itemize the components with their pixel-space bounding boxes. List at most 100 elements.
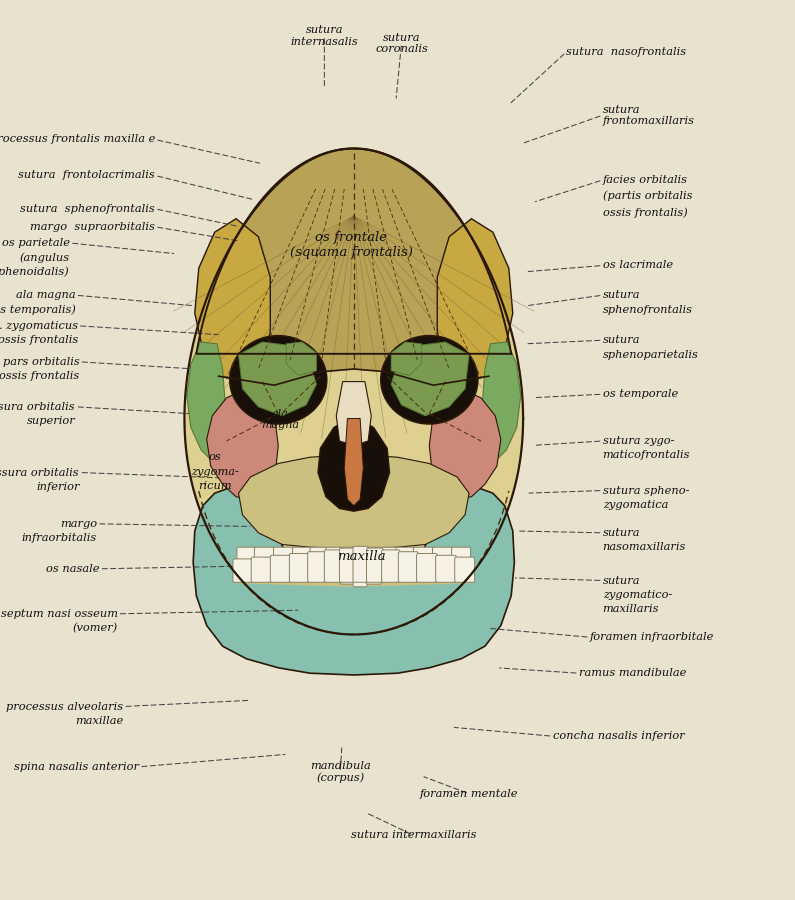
Text: sutura: sutura bbox=[603, 290, 640, 301]
FancyBboxPatch shape bbox=[417, 554, 437, 582]
Text: fissura orbitalis: fissura orbitalis bbox=[0, 467, 80, 478]
FancyBboxPatch shape bbox=[455, 557, 475, 582]
FancyBboxPatch shape bbox=[273, 547, 294, 573]
Text: foramen infraorbitale: foramen infraorbitale bbox=[590, 632, 714, 643]
Text: processus alveolaris: processus alveolaris bbox=[6, 701, 123, 712]
PathPatch shape bbox=[391, 342, 421, 375]
FancyBboxPatch shape bbox=[310, 547, 328, 579]
Text: os nasale: os nasale bbox=[46, 563, 99, 574]
Text: inferior: inferior bbox=[36, 482, 80, 492]
FancyBboxPatch shape bbox=[380, 547, 398, 581]
PathPatch shape bbox=[286, 342, 316, 375]
PathPatch shape bbox=[187, 342, 228, 464]
PathPatch shape bbox=[235, 549, 473, 587]
Text: os frontale
(squama frontalis): os frontale (squama frontalis) bbox=[290, 230, 413, 259]
PathPatch shape bbox=[207, 382, 278, 500]
Text: ramus mandibulae: ramus mandibulae bbox=[579, 668, 686, 679]
Text: sphenoparietalis: sphenoparietalis bbox=[603, 349, 699, 360]
FancyBboxPatch shape bbox=[398, 552, 418, 582]
Text: sutura
frontomaxillaris: sutura frontomaxillaris bbox=[603, 104, 695, 126]
Text: proc. zygomaticus: proc. zygomaticus bbox=[0, 320, 78, 331]
Text: zygoma-: zygoma- bbox=[191, 466, 238, 477]
Text: maxillae: maxillae bbox=[75, 716, 123, 726]
Text: ossis frontalis: ossis frontalis bbox=[0, 335, 78, 346]
FancyBboxPatch shape bbox=[382, 550, 400, 582]
FancyBboxPatch shape bbox=[436, 555, 456, 582]
FancyBboxPatch shape bbox=[237, 547, 256, 568]
Text: sutura: sutura bbox=[603, 527, 640, 538]
FancyBboxPatch shape bbox=[233, 559, 253, 582]
Text: margo: margo bbox=[60, 518, 97, 529]
Ellipse shape bbox=[230, 336, 327, 424]
PathPatch shape bbox=[429, 382, 501, 500]
Text: os lacrimale: os lacrimale bbox=[603, 260, 673, 271]
Text: processus frontalis maxilla e: processus frontalis maxilla e bbox=[0, 134, 155, 145]
FancyBboxPatch shape bbox=[353, 546, 368, 582]
Text: (partis orbitalis: (partis orbitalis bbox=[603, 191, 692, 202]
PathPatch shape bbox=[238, 342, 316, 416]
FancyBboxPatch shape bbox=[452, 547, 471, 571]
Text: septum nasi osseum: septum nasi osseum bbox=[1, 608, 118, 619]
FancyBboxPatch shape bbox=[293, 547, 312, 576]
Text: zygomatico-: zygomatico- bbox=[603, 590, 672, 600]
FancyBboxPatch shape bbox=[339, 548, 355, 582]
Text: superior: superior bbox=[27, 416, 76, 427]
Text: foramen mentale: foramen mentale bbox=[420, 788, 518, 799]
FancyBboxPatch shape bbox=[289, 554, 309, 582]
FancyBboxPatch shape bbox=[254, 547, 275, 571]
Text: pars orbitalis: pars orbitalis bbox=[2, 356, 80, 367]
Text: sutura  frontolacrimalis: sutura frontolacrimalis bbox=[18, 170, 155, 181]
PathPatch shape bbox=[238, 454, 469, 549]
PathPatch shape bbox=[437, 219, 513, 381]
Text: os temporale: os temporale bbox=[603, 389, 678, 400]
Text: sphenofrontalis: sphenofrontalis bbox=[603, 304, 692, 315]
Text: maxillaris: maxillaris bbox=[603, 604, 659, 615]
FancyBboxPatch shape bbox=[366, 548, 383, 582]
PathPatch shape bbox=[318, 416, 390, 511]
Polygon shape bbox=[196, 148, 511, 385]
Text: sutura
coronalis: sutura coronalis bbox=[375, 32, 428, 54]
Text: (facies temporalis): (facies temporalis) bbox=[0, 304, 76, 315]
Text: sutura  nasofrontalis: sutura nasofrontalis bbox=[566, 47, 686, 58]
Text: ossis frontalis): ossis frontalis) bbox=[603, 207, 688, 218]
Text: ossis frontalis: ossis frontalis bbox=[0, 371, 80, 382]
FancyBboxPatch shape bbox=[413, 547, 434, 576]
Text: ricum: ricum bbox=[198, 481, 231, 491]
Text: os parietale: os parietale bbox=[2, 238, 70, 248]
Text: fissura orbitalis: fissura orbitalis bbox=[0, 401, 76, 412]
Ellipse shape bbox=[381, 336, 478, 424]
Text: spina nasalis anterior: spina nasalis anterior bbox=[14, 761, 139, 772]
Text: ala
magna: ala magna bbox=[261, 409, 299, 430]
Text: sutura zygo-: sutura zygo- bbox=[603, 436, 674, 446]
PathPatch shape bbox=[479, 342, 521, 464]
FancyBboxPatch shape bbox=[396, 547, 415, 579]
Text: concha nasalis inferior: concha nasalis inferior bbox=[553, 731, 684, 742]
Polygon shape bbox=[184, 148, 523, 634]
Text: os: os bbox=[208, 452, 221, 463]
Text: sutura  sphenofrontalis: sutura sphenofrontalis bbox=[21, 203, 155, 214]
FancyBboxPatch shape bbox=[366, 547, 382, 584]
Text: facies orbitalis: facies orbitalis bbox=[603, 175, 688, 185]
Text: sutura: sutura bbox=[603, 335, 640, 346]
PathPatch shape bbox=[193, 482, 514, 675]
FancyBboxPatch shape bbox=[324, 550, 341, 582]
Text: margo  supraorbitalis: margo supraorbitalis bbox=[30, 221, 155, 232]
FancyBboxPatch shape bbox=[308, 552, 326, 582]
FancyBboxPatch shape bbox=[340, 547, 355, 584]
FancyBboxPatch shape bbox=[432, 547, 453, 573]
FancyBboxPatch shape bbox=[326, 547, 342, 581]
Text: sutura spheno-: sutura spheno- bbox=[603, 485, 689, 496]
PathPatch shape bbox=[391, 342, 469, 416]
FancyBboxPatch shape bbox=[251, 557, 272, 582]
FancyBboxPatch shape bbox=[270, 555, 291, 582]
Text: sutura
internasalis: sutura internasalis bbox=[290, 25, 359, 47]
Text: sutura intermaxillaris: sutura intermaxillaris bbox=[351, 830, 476, 841]
PathPatch shape bbox=[344, 418, 363, 506]
Text: sutura: sutura bbox=[603, 575, 640, 586]
PathPatch shape bbox=[336, 382, 371, 446]
FancyBboxPatch shape bbox=[353, 547, 367, 587]
Text: (angulus: (angulus bbox=[20, 252, 70, 263]
Text: zygomatica: zygomatica bbox=[603, 500, 668, 510]
Text: infraorbitalis: infraorbitalis bbox=[21, 533, 97, 544]
Text: maticofrontalis: maticofrontalis bbox=[603, 450, 690, 461]
